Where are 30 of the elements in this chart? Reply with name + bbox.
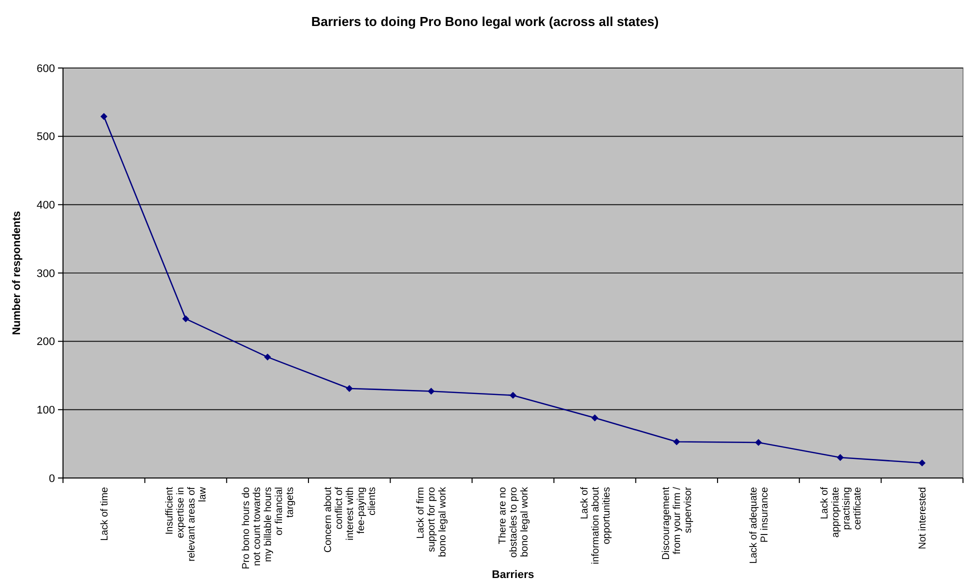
- x-tick-label: Lack of appropriate practising certificate: [819, 486, 864, 538]
- point: [836, 454, 844, 461]
- y-axis-title: Number of respondents: [11, 210, 23, 336]
- y-tick-label: 400: [36, 200, 55, 212]
- x-axis-title: Barriers: [492, 569, 534, 581]
- x-tick-label: Not interested: [918, 487, 929, 550]
- chart-title: Barriers to doing Pro Bono legal work (across all states): [311, 14, 659, 29]
- y-tick-label: 600: [36, 62, 55, 75]
- y-tick-label: 100: [36, 404, 55, 417]
- point: [673, 438, 680, 446]
- x-tick-label: Lack of time: [99, 486, 110, 541]
- point: [264, 354, 272, 361]
- x-tick-label: Discouragement from your firm / supervisor: [661, 486, 694, 560]
- point: [100, 113, 108, 120]
- y-tick-label: 500: [36, 131, 55, 144]
- x-tick-label: Insufficient expertise in relevant areas of law: [164, 486, 209, 562]
- point: [428, 388, 435, 395]
- x-tick-label: Lack of adequate PI insurance: [748, 486, 770, 564]
- y-tick-label: 300: [36, 268, 55, 280]
- x-tick-label: Pro bono hours do not count towards my billable hours or financial targets: [241, 486, 296, 570]
- point: [510, 392, 516, 399]
- point: [346, 385, 353, 392]
- point: [182, 315, 190, 322]
- y-tick-label: 200: [36, 336, 55, 348]
- y-tick-label: 0: [48, 472, 55, 485]
- x-tick-label: Lack of information about opportunities: [579, 486, 612, 564]
- point: [754, 439, 762, 446]
- x-tick-label: Concern about conflict of interest with fee-paying clients: [322, 486, 378, 553]
- point: [591, 414, 598, 422]
- point: [918, 460, 926, 466]
